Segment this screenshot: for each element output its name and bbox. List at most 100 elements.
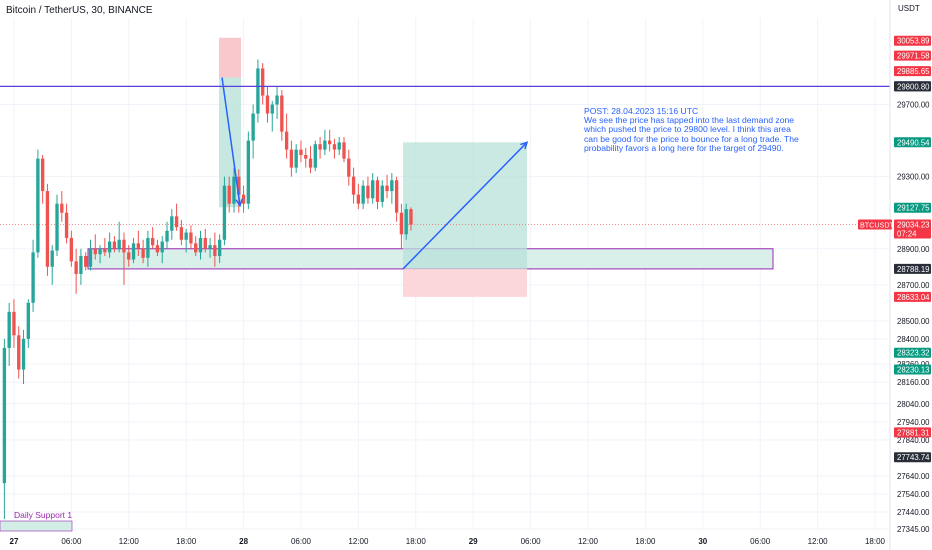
y-tick-label: 28040.00 [897,400,930,409]
price-label-badge[interactable] [894,219,931,239]
price-label-badge[interactable] [894,452,931,463]
candle-body [155,245,160,253]
candle-body [98,248,102,255]
long-stop-zone[interactable] [403,268,527,297]
price-label-text: 29490.54 [897,138,930,147]
candle-body [385,185,389,192]
candle-body [55,203,59,251]
candle-body [347,158,351,177]
ticker-badge[interactable] [858,219,892,230]
candle-body [313,144,317,168]
candle-body [7,311,11,348]
candle-body [308,158,313,168]
y-tick-label: 27940.00 [897,418,930,427]
price-label-badge[interactable] [894,291,931,302]
candle-body [198,237,203,253]
up-arrow-line[interactable] [402,141,528,270]
price-label-text: 30053.89 [897,37,930,46]
candle-body [265,95,270,114]
x-tick-label: 06:00 [61,537,82,546]
candle-body [60,203,64,213]
candle-body [131,243,136,260]
sell-zone-top[interactable] [219,37,241,78]
price-label-badge[interactable] [894,66,931,77]
post-line: We see the price has tapped into the las… [584,115,795,126]
post-annotation[interactable]: POST: 28.04.2023 15:16 UTC We see the pr… [584,106,824,153]
candle-body [184,232,188,240]
x-tick-label: 12:00 [348,537,369,546]
candle-body [241,194,246,204]
candle-body [127,252,131,260]
candle-body [136,243,140,249]
candle-body [222,185,227,240]
price-label-text: 27881.31 [897,428,930,437]
candle-body [50,250,54,267]
candle-body [270,104,274,114]
up-arrow-head [520,141,529,150]
candle-body [103,248,107,253]
price-label-badge[interactable] [894,427,931,438]
candle-body [409,209,413,225]
post-line: which pushed the price to 29800 level. I… [584,124,791,135]
daily-support-zone[interactable] [0,520,73,532]
price-label-badge[interactable] [894,202,931,213]
candle-body [112,241,117,249]
candle-body [208,245,212,249]
y-tick-label: 28400.00 [897,335,930,344]
candle-body [107,241,112,253]
candle-body [371,180,375,199]
candles-layer [2,59,413,520]
y-tick-label: 27540.00 [897,490,930,499]
x-tick-label: 18:00 [865,537,886,546]
price-label-badge[interactable] [894,364,931,375]
post-line: can be good for the price to bounce for … [584,133,799,144]
drawing-layer: Daily Support 1 [0,37,774,532]
price-label-badge[interactable] [894,263,931,274]
candle-body [399,212,404,235]
candle-body [337,142,341,150]
price-label-text: 29034.23 [897,221,930,230]
sell-zone-box[interactable] [219,37,241,208]
price-label-badge[interactable] [894,347,931,358]
price-label-text: 28633.04 [897,293,930,302]
x-tick-label: 30 [698,537,707,546]
candle-body [351,176,356,195]
candle-body [2,347,7,484]
candle-body [318,144,322,150]
price-label-badge[interactable] [894,137,931,148]
y-tick-label: 28700.00 [897,281,930,290]
y-tick-label: 27840.00 [897,436,930,445]
candle-body [64,212,69,238]
candle-body [194,243,198,253]
currency-label: USDT [898,4,920,13]
candle-body [146,237,150,258]
candle-body [26,302,30,339]
candle-body [79,255,83,274]
y-tick-label: 28500.00 [897,317,930,326]
x-tick-label: 06:00 [291,537,312,546]
x-tick-label: 27 [10,537,19,546]
candle-body [45,191,50,267]
candle-body [256,68,260,114]
y-tick-label: 28900.00 [897,245,930,254]
candle-body [170,216,174,231]
x-tick-label: 12:00 [119,537,140,546]
candle-body [356,194,361,204]
price-label-badge[interactable] [894,35,931,46]
candle-body [69,237,74,262]
candle-body [394,180,399,213]
candle-body [366,185,370,199]
candle-body [361,185,365,204]
candle-body [217,239,222,256]
price-label-badge[interactable] [894,50,931,61]
candle-body [74,261,78,274]
candle-body [17,335,21,370]
y-tick-label: 27640.00 [897,472,930,481]
price-label-text: 27743.74 [897,453,930,462]
down-arrow-line[interactable] [221,77,241,206]
candle-body [404,209,408,235]
price-label-badge[interactable] [894,81,931,92]
y-tick-label: 27345.00 [897,525,930,534]
symbol-title[interactable]: Bitcoin / TetherUS, 30, BINANCE [6,5,153,16]
